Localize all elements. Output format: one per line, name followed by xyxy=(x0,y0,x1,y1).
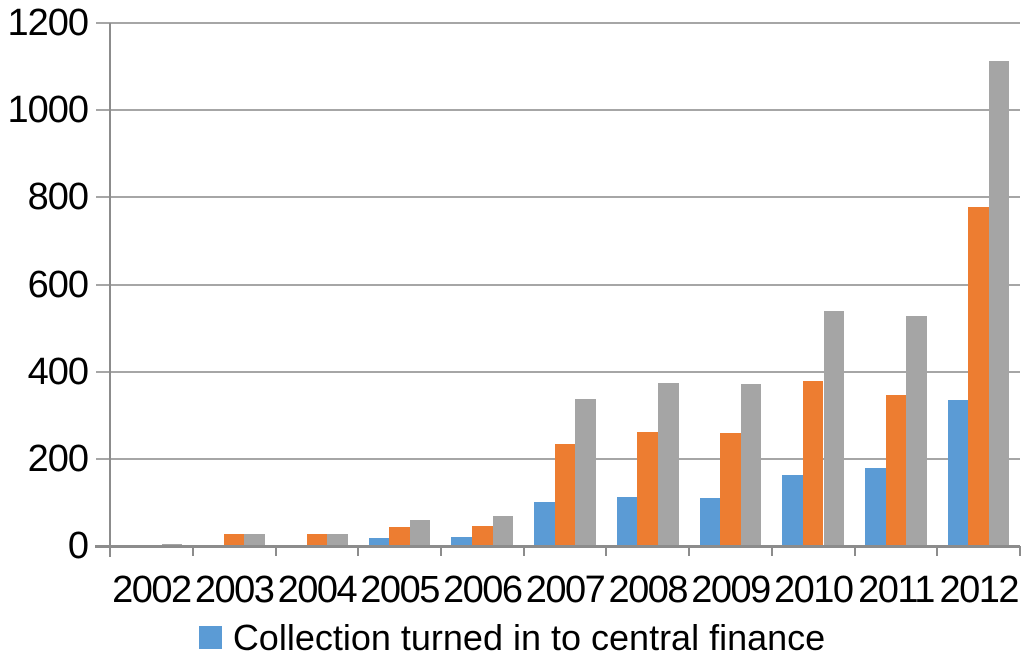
x-tick-mark xyxy=(439,546,442,556)
bar-2010-series1 xyxy=(782,475,803,546)
x-tick-mark xyxy=(109,546,111,556)
bar-2009-series1 xyxy=(699,498,721,546)
x-axis-labels: 2002 2003 2004 2005 2006 2007 2008 2009 2010 2011… xyxy=(110,568,1020,612)
gridline-1000 xyxy=(96,109,1020,112)
gridline-800 xyxy=(96,196,1020,199)
bar-2006-series3 xyxy=(492,515,514,546)
x-tick-label: 2007 xyxy=(525,569,606,611)
x-tick-mark xyxy=(605,546,608,556)
y-tick-label: 400 xyxy=(27,350,89,393)
bar-2009-series2 xyxy=(720,433,741,546)
x-tick-mark xyxy=(357,546,360,556)
bar-2012-series1 xyxy=(947,400,969,546)
x-tick-mark xyxy=(688,546,691,556)
bar-2003-series2 xyxy=(223,534,245,546)
x-tick-mark xyxy=(191,546,194,556)
bar-2010-series3 xyxy=(823,310,845,546)
bar-2010-series2 xyxy=(802,380,824,546)
y-tick-label: 600 xyxy=(27,263,89,306)
bar-2008-series2 xyxy=(637,431,658,546)
legend: Collection turned in to central finance xyxy=(0,620,1024,655)
x-tick-mark xyxy=(853,546,856,556)
x-tick-label: 2008 xyxy=(608,569,689,611)
x-tick-label: 2009 xyxy=(691,569,771,611)
x-tick-label: 2012 xyxy=(939,569,1019,611)
bar-2011-series1 xyxy=(865,468,886,546)
bar-2008-series1 xyxy=(616,496,638,546)
bar-2008-series3 xyxy=(658,382,679,546)
gridline-1200 xyxy=(96,22,1020,24)
gridline-400 xyxy=(96,370,1020,373)
x-tick-mark xyxy=(936,546,939,556)
y-tick-label: 200 xyxy=(27,437,89,480)
bar-2007-series2 xyxy=(554,443,576,546)
y-tick-label: 1200 xyxy=(7,2,89,44)
bar-2004-series2 xyxy=(306,533,328,546)
legend-swatch-icon xyxy=(198,626,222,649)
x-axis-line xyxy=(95,545,1020,548)
bar-2006-series2 xyxy=(472,526,493,546)
x-tick-mark xyxy=(1019,546,1021,556)
bar-2007-series3 xyxy=(575,398,596,546)
bar-2005-series3 xyxy=(409,519,431,547)
x-tick-label: 2002 xyxy=(112,569,192,611)
x-tick-label: 2004 xyxy=(277,569,358,611)
x-tick-mark xyxy=(770,546,773,556)
bar-2005-series1 xyxy=(368,538,390,546)
y-tick-label: 800 xyxy=(27,176,89,219)
bar-2011-series3 xyxy=(906,316,927,546)
x-tick-mark xyxy=(274,546,277,556)
x-tick-label: 2006 xyxy=(443,569,523,611)
x-tick-label: 2003 xyxy=(194,569,275,611)
gridline-600 xyxy=(96,283,1020,286)
bar-2011-series2 xyxy=(885,394,907,546)
x-tick-mark xyxy=(522,546,525,556)
x-tick-label: 2010 xyxy=(773,569,854,611)
y-tick-label: 1000 xyxy=(7,89,89,132)
x-tick-label: 2011 xyxy=(858,569,935,611)
bar-2003-series3 xyxy=(244,534,265,546)
y-axis-line xyxy=(109,23,111,557)
bar-2006-series1 xyxy=(451,536,472,546)
bar-2012-series2 xyxy=(968,206,989,546)
bar-2009-series3 xyxy=(740,384,762,546)
bar-2012-series3 xyxy=(988,60,1010,546)
legend-label: Collection turned in to central finance xyxy=(232,617,826,655)
bar-2004-series3 xyxy=(327,533,348,546)
x-tick-label: 2005 xyxy=(360,569,440,611)
bar-2007-series1 xyxy=(534,502,555,546)
y-tick-label: 0 xyxy=(67,525,89,567)
bar-2005-series2 xyxy=(389,527,410,546)
